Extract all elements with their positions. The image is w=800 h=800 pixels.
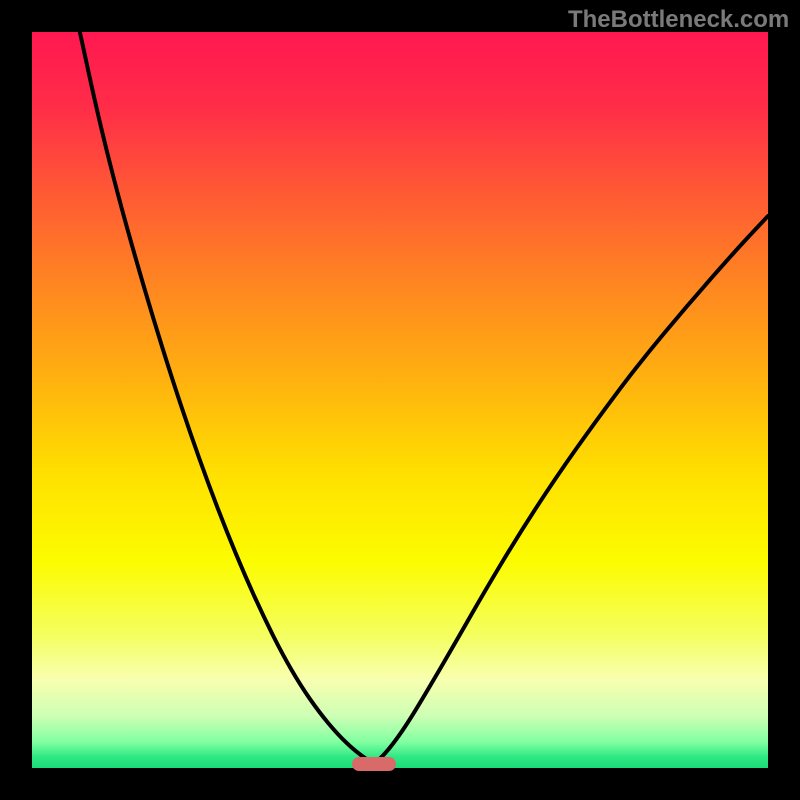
chart-container: TheBottleneck.com [0,0,800,800]
watermark-text: TheBottleneck.com [568,6,789,34]
bottleneck-curve [32,32,768,768]
bottleneck-marker [352,757,396,771]
plot-area [32,32,768,768]
